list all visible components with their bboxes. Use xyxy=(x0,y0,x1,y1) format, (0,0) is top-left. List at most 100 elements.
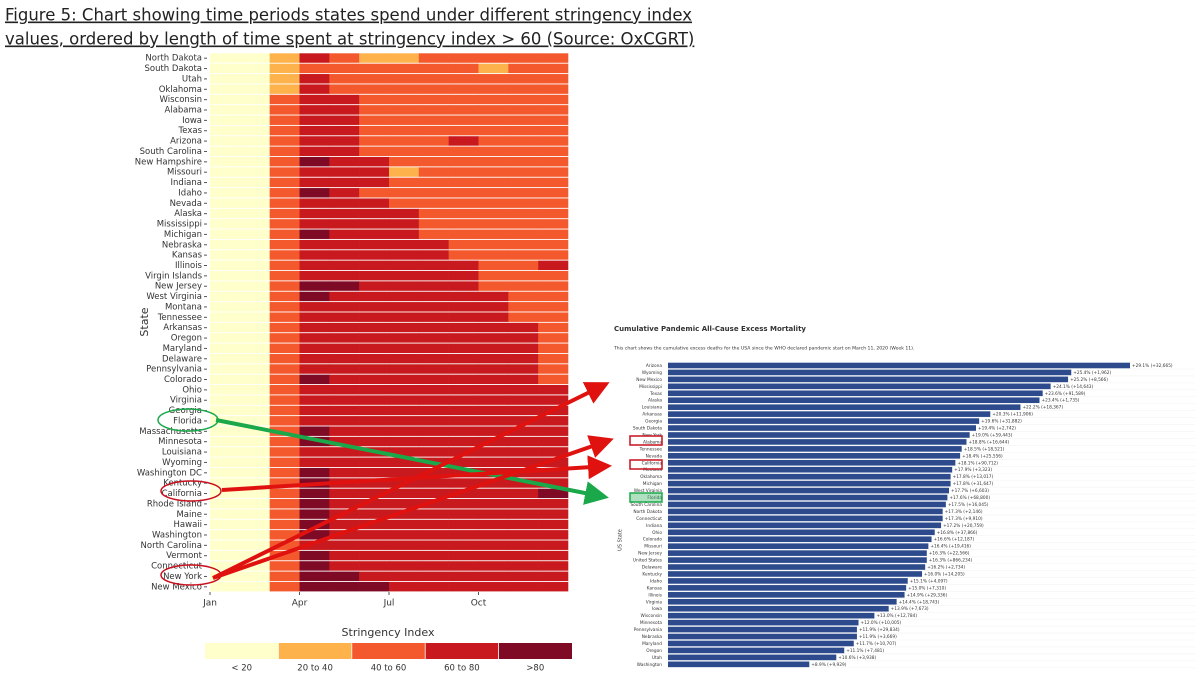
bar xyxy=(668,661,810,668)
heat-cell xyxy=(210,343,241,353)
heat-cell xyxy=(239,499,270,509)
heat-cell xyxy=(538,105,569,115)
value-label: +17.8% (+13,017) xyxy=(953,474,994,480)
y-tick-label: Kansas xyxy=(172,251,203,261)
y-tick-label: California xyxy=(642,460,663,466)
heat-cell xyxy=(210,63,241,74)
heat-cell xyxy=(478,270,509,281)
heat-cell xyxy=(210,208,241,219)
heat-cell xyxy=(389,467,420,478)
heat-cell xyxy=(359,260,390,271)
heat-cell xyxy=(418,219,449,229)
heat-cell xyxy=(359,322,390,333)
value-label: +23.6% (+91,589) xyxy=(1045,391,1086,397)
heat-cell xyxy=(389,208,420,219)
heat-cell xyxy=(508,374,539,385)
heat-cell xyxy=(359,581,390,592)
heat-cell xyxy=(299,156,330,167)
heat-cell xyxy=(210,550,241,561)
heat-cell xyxy=(508,384,539,395)
bar xyxy=(668,480,951,487)
y-tick-label: United States xyxy=(633,558,663,564)
heat-cell xyxy=(239,488,270,499)
y-tick-label: Colorado xyxy=(164,375,202,385)
heat-cell xyxy=(538,488,569,499)
heat-cell xyxy=(538,416,569,426)
heat-cell xyxy=(359,353,390,364)
y-tick-label: Arkansas xyxy=(642,412,662,418)
heat-cell xyxy=(269,53,300,63)
bar xyxy=(668,453,961,459)
heat-cell xyxy=(239,509,270,519)
heat-cell xyxy=(239,156,270,167)
heat-cell xyxy=(299,343,330,353)
heat-cell xyxy=(478,198,509,208)
heat-cell xyxy=(538,281,569,291)
heat-cell xyxy=(478,94,509,105)
heat-cell xyxy=(448,146,479,157)
heat-cell xyxy=(389,509,420,519)
heat-cell xyxy=(239,208,270,219)
bar xyxy=(668,425,976,431)
heat-cell xyxy=(389,84,420,94)
heat-cell xyxy=(299,499,330,509)
bar xyxy=(668,466,953,473)
heat-cell xyxy=(448,281,479,291)
heat-cell xyxy=(478,208,509,219)
heat-cell xyxy=(299,384,330,395)
heat-cell xyxy=(359,229,390,239)
value-label: +25.2% (+8,566) xyxy=(1070,377,1108,383)
heat-cell xyxy=(210,457,241,468)
bar xyxy=(668,654,837,661)
heat-cell xyxy=(478,136,509,146)
y-tick-label: Arizona xyxy=(646,363,663,369)
heat-cell xyxy=(359,115,390,125)
heat-cell xyxy=(329,146,360,157)
heat-cell xyxy=(389,353,420,364)
heat-cell xyxy=(329,384,360,395)
y-tick-label: Nebraska xyxy=(162,240,202,250)
heat-cell xyxy=(329,374,360,385)
heat-cell xyxy=(538,374,569,385)
heat-cell xyxy=(478,384,509,395)
heat-cell xyxy=(299,219,330,229)
value-label: +8.9% (+9,929) xyxy=(811,662,846,668)
value-label: +17.9% (+3,323) xyxy=(954,467,992,473)
heat-cell xyxy=(269,322,300,333)
y-tick-label: Oregon xyxy=(646,648,662,654)
y-tick-label: Wisconsin xyxy=(160,95,202,105)
legend-swatch xyxy=(351,643,426,659)
y-tick-label: Pennsylvania xyxy=(634,627,663,633)
heat-cell xyxy=(538,436,569,447)
y-tick-label: Colorado xyxy=(643,537,663,543)
heat-cell xyxy=(359,467,390,478)
heat-cell xyxy=(239,364,270,374)
heat-cell xyxy=(448,405,479,416)
y-tick-label: Massachusetts xyxy=(139,427,202,437)
heat-cell xyxy=(210,436,241,447)
heat-cell xyxy=(538,581,569,592)
heat-cell xyxy=(448,167,479,177)
heat-cell xyxy=(329,105,360,115)
y-tick-label: New York xyxy=(163,572,202,582)
heat-cell xyxy=(538,115,569,125)
heat-cell xyxy=(389,499,420,509)
heat-cell xyxy=(269,540,300,550)
heat-cell xyxy=(478,74,509,84)
heat-cell xyxy=(538,457,569,468)
heat-cell xyxy=(508,270,539,281)
y-tick-label: Nevada xyxy=(646,453,663,459)
y-tick-label: Montana xyxy=(165,302,202,312)
heat-cell xyxy=(478,478,509,488)
heat-cell xyxy=(448,488,479,499)
heat-cell xyxy=(478,530,509,540)
heat-cell xyxy=(538,561,569,571)
heat-cell xyxy=(538,229,569,239)
legend-label: < 20 xyxy=(231,664,252,674)
heat-cell xyxy=(299,322,330,333)
heat-cell xyxy=(299,426,330,436)
y-tick-label: Vermont xyxy=(166,551,203,561)
heat-cell xyxy=(448,436,479,447)
heat-cell xyxy=(359,405,390,416)
